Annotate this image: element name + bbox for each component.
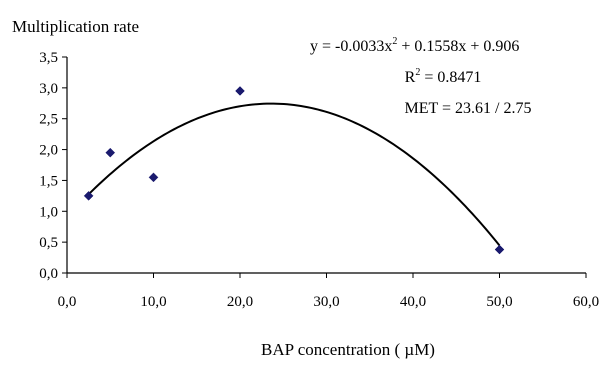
r-squared-annotation: R2 = 0.8471 [405, 67, 482, 86]
equation-exponent: 2 [392, 36, 397, 47]
x-tick-label: 10,0 [140, 294, 166, 310]
y-tick-label: 3,5 [39, 50, 58, 66]
r2-prefix: R [405, 69, 416, 86]
y-tick-label: 1,5 [39, 173, 58, 189]
tick-labels-group: 0,0 0,5 1,0 1,5 2,0 2,5 3,0 3,5 0,0 10,0 20,0 30,0 4… [39, 50, 599, 310]
data-point [83, 191, 94, 201]
data-points-group [83, 86, 505, 255]
r2-suffix: = 0.8471 [420, 69, 481, 86]
data-point [494, 244, 505, 255]
r2-exponent: 2 [415, 67, 420, 78]
data-point [105, 147, 116, 158]
axes-group [62, 56, 587, 278]
x-tick-label: 30,0 [313, 294, 339, 310]
met-annotation: MET = 23.61 / 2.75 [405, 100, 532, 117]
x-tick-label: 0,0 [58, 294, 77, 310]
x-tick-label: 60,0 [573, 294, 599, 310]
trendline-group [87, 102, 501, 247]
y-tick-label: 3,0 [39, 81, 58, 97]
y-tick-label: 2,5 [39, 112, 58, 128]
x-axis-title: BAP concentration ( µM) [261, 340, 435, 359]
x-tick-label: 20,0 [227, 294, 253, 310]
y-axis-title: Multiplication rate [12, 17, 139, 36]
x-tick-label: 40,0 [400, 294, 426, 310]
x-tick-label: 50,0 [486, 294, 512, 310]
equation-prefix: y = -0.0033x [310, 38, 392, 55]
data-point [235, 86, 245, 96]
trendline-equation: y = -0.0033x2 + 0.1558x + 0.906 [310, 36, 519, 55]
y-tick-label: 2,0 [39, 143, 58, 159]
trendline-curve [87, 102, 501, 247]
y-tick-label: 1,0 [39, 204, 58, 220]
equation-suffix: + 0.1558x + 0.906 [397, 38, 519, 55]
y-tick-label: 0,5 [39, 235, 58, 251]
y-tick-label: 0,0 [39, 266, 58, 282]
data-point [148, 172, 159, 183]
